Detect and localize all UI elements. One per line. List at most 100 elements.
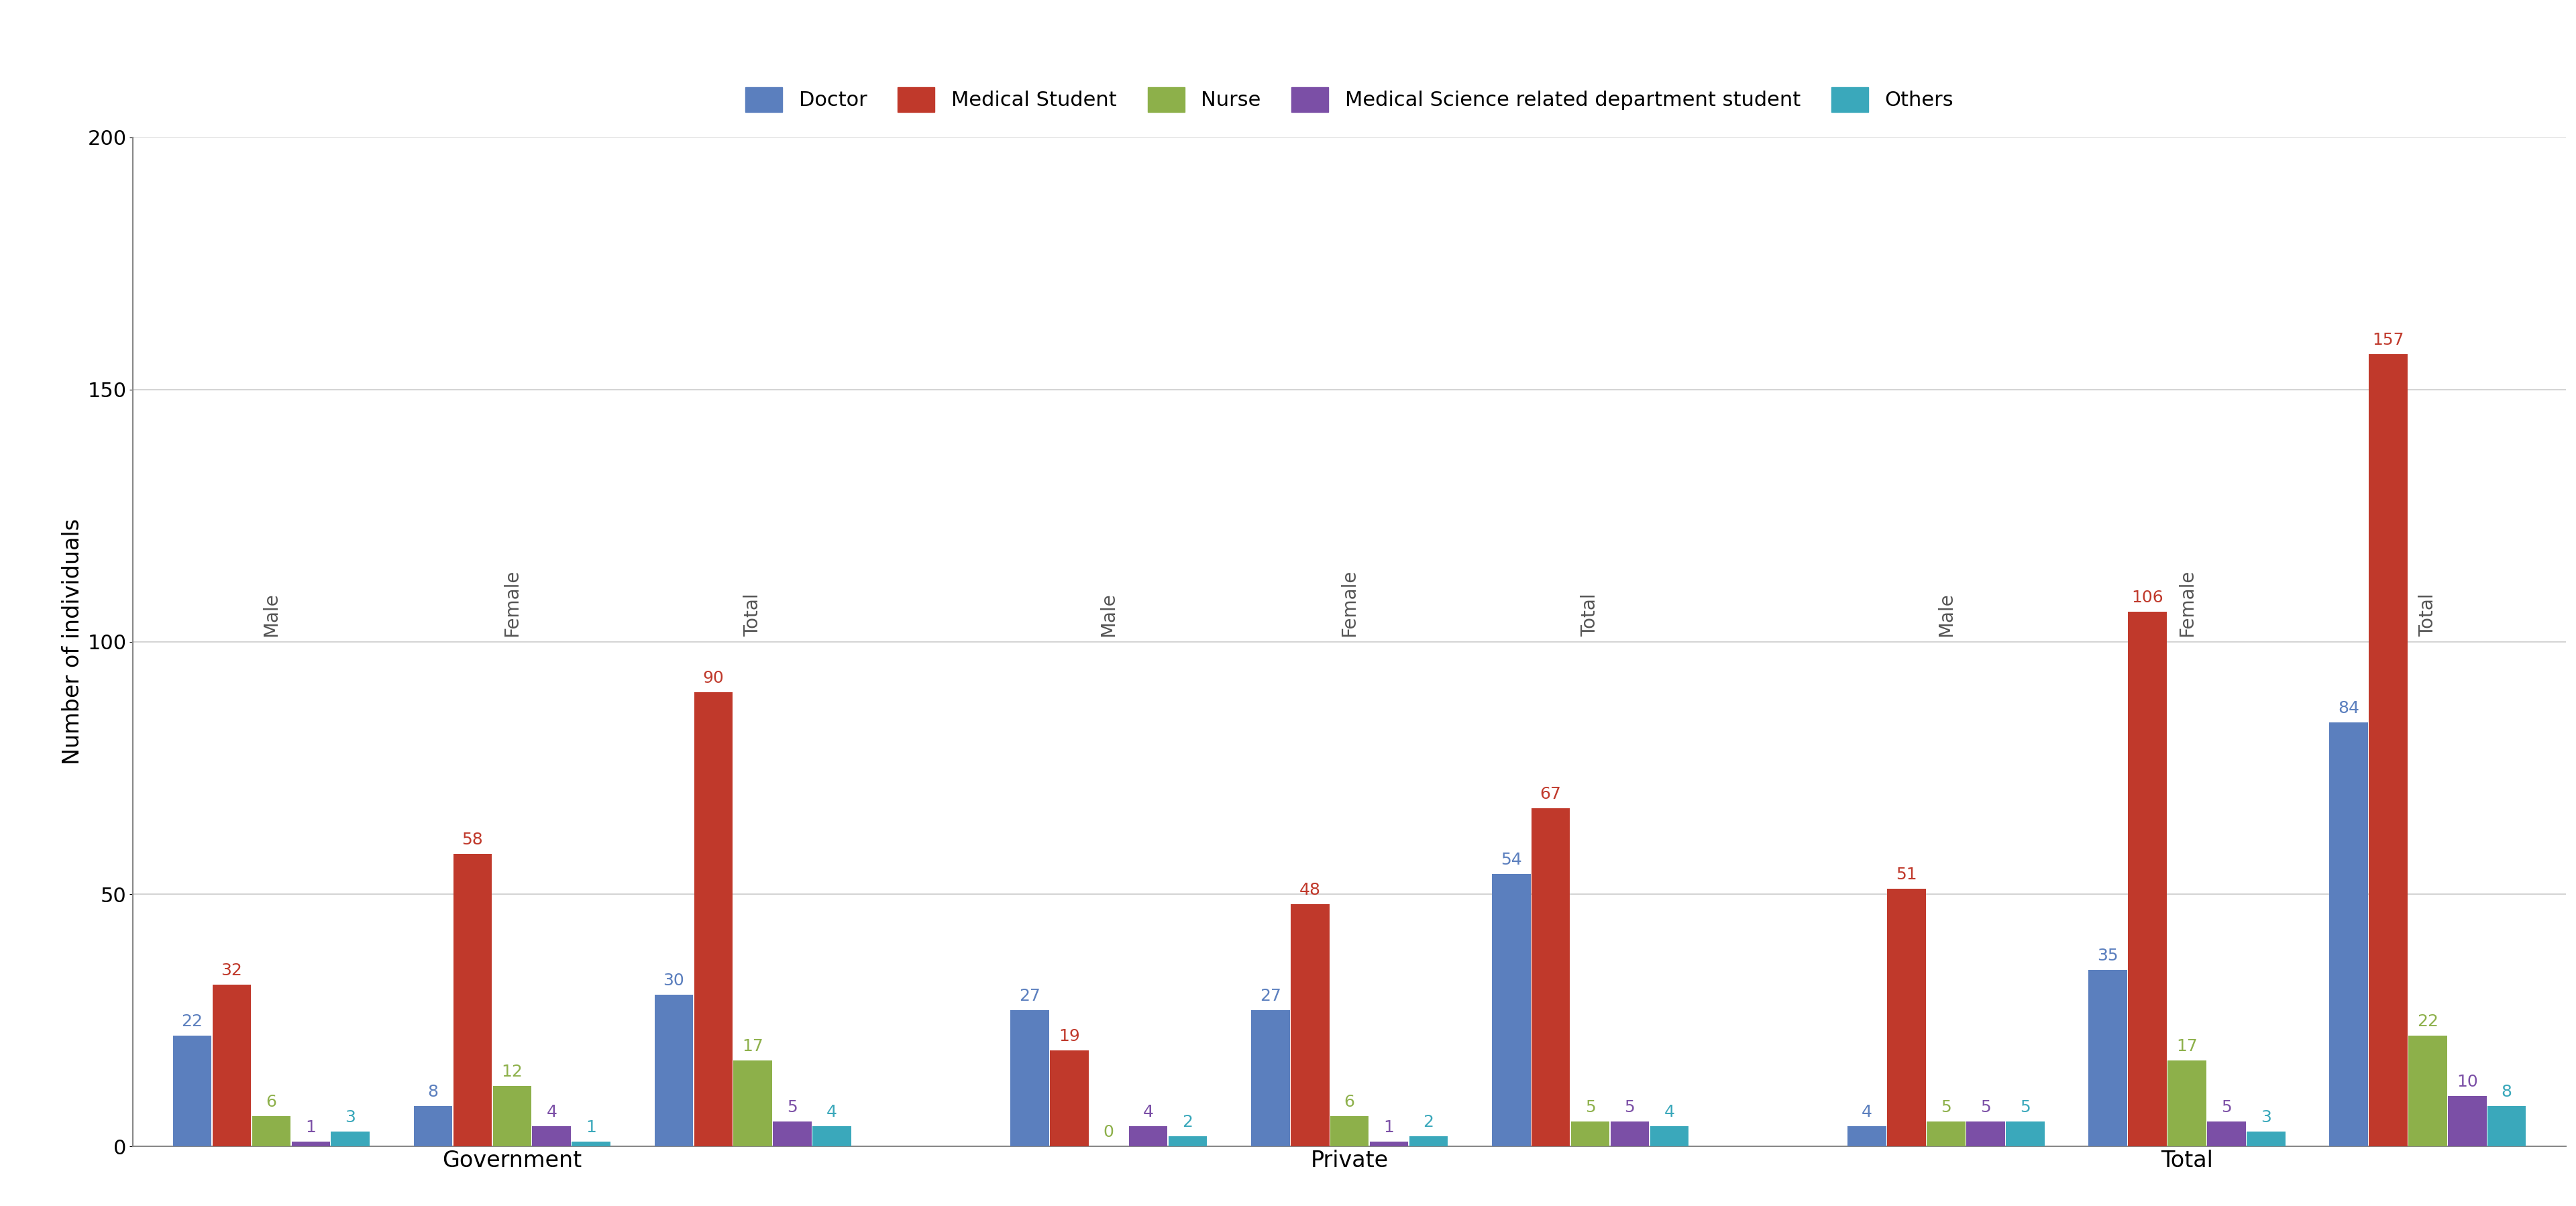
Bar <box>654 995 693 1147</box>
Bar <box>2128 611 2166 1147</box>
Bar <box>1610 1122 1649 1147</box>
Bar <box>252 1116 291 1147</box>
Text: 1: 1 <box>585 1119 598 1135</box>
Text: Total: Total <box>744 593 762 637</box>
Bar <box>572 1141 611 1147</box>
Text: 22: 22 <box>180 1013 204 1030</box>
Bar <box>1492 874 1530 1147</box>
Text: 6: 6 <box>1345 1094 1355 1110</box>
Text: 2: 2 <box>1182 1114 1193 1130</box>
Bar <box>1329 1116 1368 1147</box>
Text: 8: 8 <box>428 1084 438 1100</box>
Bar <box>1370 1141 1409 1147</box>
Text: 5: 5 <box>2020 1099 2030 1116</box>
Text: 54: 54 <box>1499 851 1522 868</box>
Bar <box>492 1085 531 1147</box>
Text: 5: 5 <box>788 1099 799 1116</box>
Bar <box>453 854 492 1147</box>
Bar <box>2089 970 2128 1147</box>
Text: Male: Male <box>263 592 281 637</box>
Bar <box>1649 1126 1690 1147</box>
Bar <box>2447 1096 2486 1147</box>
Bar <box>1888 889 1927 1147</box>
Bar <box>211 985 250 1147</box>
Text: 10: 10 <box>2458 1073 2478 1090</box>
Text: 90: 90 <box>703 671 724 686</box>
Text: 5: 5 <box>1981 1099 1991 1116</box>
Text: 30: 30 <box>662 973 685 989</box>
Text: 17: 17 <box>742 1038 762 1054</box>
Bar <box>811 1126 850 1147</box>
Text: 32: 32 <box>222 962 242 979</box>
Text: 5: 5 <box>1625 1099 1636 1116</box>
Bar <box>1010 1011 1048 1147</box>
Bar <box>1571 1122 1610 1147</box>
Bar <box>2488 1106 2527 1147</box>
Bar <box>1170 1136 1208 1147</box>
Text: 4: 4 <box>1144 1103 1154 1120</box>
Text: Total: Total <box>2419 593 2437 637</box>
Text: 35: 35 <box>2097 948 2117 964</box>
Y-axis label: Number of individuals: Number of individuals <box>62 519 82 765</box>
Text: 84: 84 <box>2339 701 2360 716</box>
Text: 17: 17 <box>2177 1038 2197 1054</box>
Bar <box>330 1131 371 1147</box>
Text: 3: 3 <box>345 1110 355 1125</box>
Legend: Doctor, Medical Student, Nurse, Medical Science related department student, Othe: Doctor, Medical Student, Nurse, Medical … <box>734 77 1963 122</box>
Text: 0: 0 <box>1103 1124 1113 1141</box>
Text: 2: 2 <box>1422 1114 1435 1130</box>
Bar <box>2409 1036 2447 1147</box>
Bar <box>1128 1126 1167 1147</box>
Bar <box>1409 1136 1448 1147</box>
Text: 8: 8 <box>2501 1084 2512 1100</box>
Text: 4: 4 <box>1664 1103 1674 1120</box>
Text: Female: Female <box>1340 569 1360 637</box>
Text: Male: Male <box>1937 592 1955 637</box>
Bar <box>2007 1122 2045 1147</box>
Bar <box>533 1126 572 1147</box>
Text: Male: Male <box>1100 592 1118 637</box>
Bar <box>1847 1126 1886 1147</box>
Text: 3: 3 <box>2262 1110 2272 1125</box>
Text: 1: 1 <box>1383 1119 1394 1135</box>
Text: 1: 1 <box>307 1119 317 1135</box>
Bar <box>1051 1050 1090 1147</box>
Text: 5: 5 <box>1584 1099 1595 1116</box>
Bar <box>291 1141 330 1147</box>
Text: 4: 4 <box>827 1103 837 1120</box>
Text: 12: 12 <box>502 1064 523 1079</box>
Text: 4: 4 <box>546 1103 556 1120</box>
Text: 67: 67 <box>1540 786 1561 802</box>
Bar <box>2166 1060 2205 1147</box>
Bar <box>1291 904 1329 1147</box>
Bar <box>2208 1122 2246 1147</box>
Bar <box>1927 1122 1965 1147</box>
Bar <box>2246 1131 2285 1147</box>
Bar <box>693 692 732 1147</box>
Text: 58: 58 <box>461 832 484 848</box>
Bar <box>734 1060 773 1147</box>
Bar <box>1252 1011 1291 1147</box>
Bar <box>1965 1122 2004 1147</box>
Text: Female: Female <box>502 569 520 637</box>
Text: 5: 5 <box>1940 1099 1950 1116</box>
Text: 27: 27 <box>1260 988 1280 1005</box>
Text: 51: 51 <box>1896 867 1917 883</box>
Text: 157: 157 <box>2372 332 2403 349</box>
Text: Female: Female <box>2177 569 2197 637</box>
Bar <box>2329 722 2367 1147</box>
Text: 4: 4 <box>1862 1103 1873 1120</box>
Text: 6: 6 <box>265 1094 276 1110</box>
Text: Total: Total <box>1582 593 1600 637</box>
Bar <box>415 1106 453 1147</box>
Bar <box>2370 355 2409 1147</box>
Bar <box>1530 808 1569 1147</box>
Bar <box>173 1036 211 1147</box>
Text: 5: 5 <box>2221 1099 2231 1116</box>
Text: 48: 48 <box>1298 882 1321 898</box>
Text: 106: 106 <box>2130 590 2164 605</box>
Text: 27: 27 <box>1020 988 1041 1005</box>
Bar <box>773 1122 811 1147</box>
Text: 22: 22 <box>2416 1013 2439 1030</box>
Text: 19: 19 <box>1059 1029 1079 1044</box>
